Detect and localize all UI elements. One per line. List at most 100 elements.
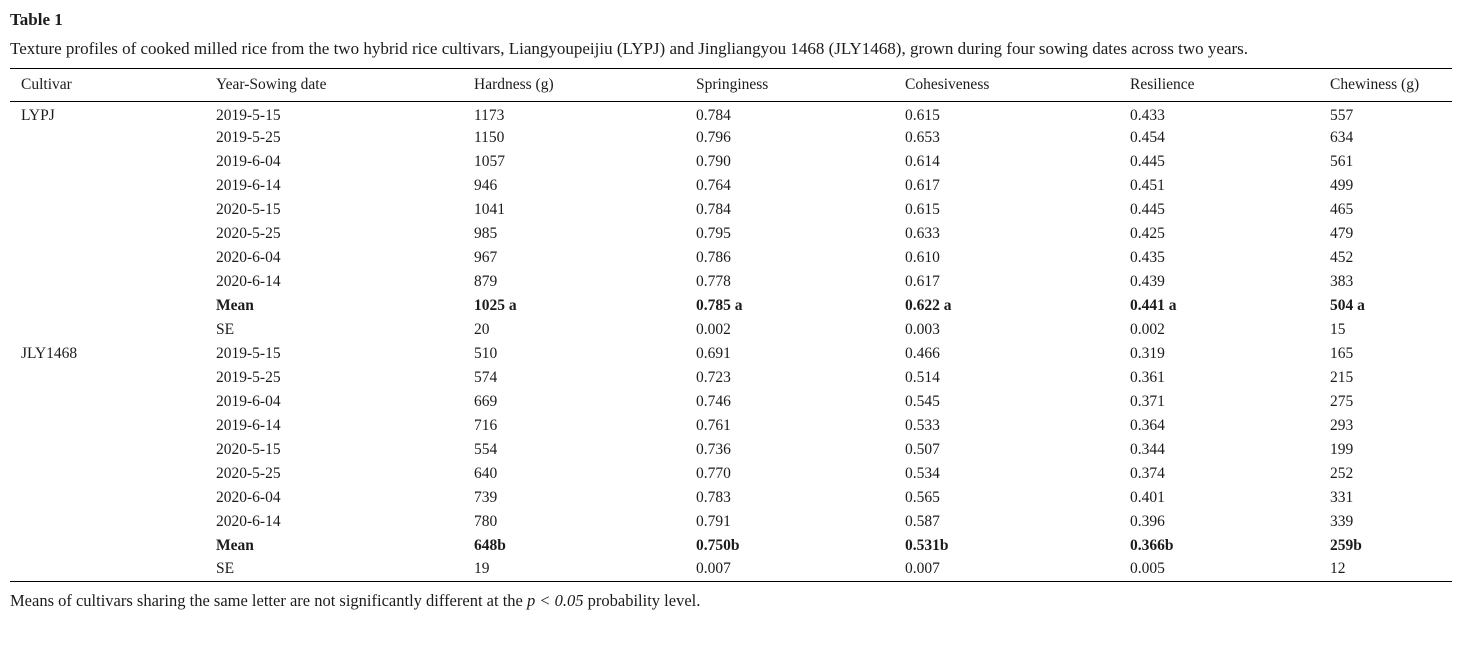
table-caption: Texture profiles of cooked milled rice f… xyxy=(10,39,1249,58)
column-header: Hardness (g) xyxy=(474,68,696,102)
table-cell: 19 xyxy=(474,560,490,578)
table-cell: 165 xyxy=(1330,344,1354,362)
table-row: 2019-6-14 946 0.764 0.617 0.451 499 xyxy=(10,174,1452,198)
table-cell xyxy=(10,486,216,510)
table-cell: 510 xyxy=(474,344,498,362)
table-cell: Mean xyxy=(216,296,254,314)
table-row: 2020-6-04 967 0.786 0.610 0.435 452 xyxy=(10,246,1452,270)
table-head: Cultivar Year-Sowing date Hardness (g) Spri… xyxy=(10,68,1452,102)
table-cell: 561 xyxy=(1330,152,1354,170)
table-cell: 0.396 xyxy=(1130,512,1165,530)
table-cell: 0.439 xyxy=(1130,272,1165,290)
table-cell: 0.785 a xyxy=(696,296,743,314)
table-cell xyxy=(10,558,216,582)
footnote-text-post: probability level. xyxy=(583,591,701,610)
table-cell: 0.007 xyxy=(905,560,940,578)
table-cell: 0.425 xyxy=(1130,224,1165,242)
table-cell: Mean xyxy=(216,536,254,554)
column-header: Year-Sowing date xyxy=(216,68,474,102)
table-cell: 0.778 xyxy=(696,272,731,290)
table-cell: 0.361 xyxy=(1130,368,1165,386)
table-cell: 259b xyxy=(1330,536,1362,554)
footnote-text-pre: Means of cultivars sharing the same lett… xyxy=(10,591,527,610)
table-cell: 879 xyxy=(474,272,498,290)
table-row: 2019-5-25 1150 0.796 0.653 0.454 634 xyxy=(10,126,1452,150)
column-header: Cultivar xyxy=(10,68,216,102)
table-row: 2020-5-15 554 0.736 0.507 0.344 199 xyxy=(10,438,1452,462)
table-cell: JLY1468 xyxy=(21,344,78,362)
table-cell xyxy=(10,174,216,198)
table-cell: 452 xyxy=(1330,248,1354,266)
table-cell: 12 xyxy=(1330,560,1346,578)
table-cell: 0.786 xyxy=(696,248,731,266)
table-cell: 0.445 xyxy=(1130,152,1165,170)
table-cell: 0.761 xyxy=(696,416,731,434)
table-cell: 2019-5-25 xyxy=(216,368,281,386)
table-cell: 0.433 xyxy=(1130,107,1165,125)
table-row: 2019-5-25 574 0.723 0.514 0.361 215 xyxy=(10,366,1452,390)
table-cell xyxy=(10,150,216,174)
table-cell: 1041 xyxy=(474,200,505,218)
table-cell: 0.790 xyxy=(696,152,731,170)
table-cell: 504 a xyxy=(1330,296,1365,314)
table-footnote: Means of cultivars sharing the same lett… xyxy=(10,590,1452,611)
table-row: 2020-6-14 879 0.778 0.617 0.439 383 xyxy=(10,270,1452,294)
table-cell: 557 xyxy=(1330,107,1354,125)
table-cell: 499 xyxy=(1330,176,1354,194)
table-cell: 0.401 xyxy=(1130,488,1165,506)
table-cell xyxy=(10,318,216,342)
column-header: Chewiness (g) xyxy=(1330,68,1452,102)
table-cell: 2020-5-25 xyxy=(216,224,281,242)
table-cell: 0.750b xyxy=(696,536,740,554)
table-cell: 2019-6-04 xyxy=(216,392,281,410)
table-cell: 293 xyxy=(1330,416,1354,434)
table-row: 2019-6-04 669 0.746 0.545 0.371 275 xyxy=(10,390,1452,414)
table-row: 2019-6-04 1057 0.790 0.614 0.445 561 xyxy=(10,150,1452,174)
table-cell: 0.795 xyxy=(696,224,731,242)
table-cell: 716 xyxy=(474,416,498,434)
table-cell: 0.587 xyxy=(905,512,940,530)
table-cell xyxy=(10,294,216,318)
table-cell: 2019-5-25 xyxy=(216,128,281,146)
table-cell: 0.514 xyxy=(905,368,940,386)
column-header: Springiness xyxy=(696,68,905,102)
table-body: LYPJ 2019-5-15 1173 0.784 0.615 0.433 557 2019-… xyxy=(10,102,1452,582)
table-cell: 215 xyxy=(1330,368,1354,386)
table-cell: 2020-5-15 xyxy=(216,200,281,218)
table-cell: 648b xyxy=(474,536,506,554)
table-cell: 252 xyxy=(1330,464,1354,482)
table-cell: 0.784 xyxy=(696,107,731,125)
table-cell xyxy=(10,414,216,438)
table-row: 2020-6-14 780 0.791 0.587 0.396 339 xyxy=(10,510,1452,534)
table-cell: 275 xyxy=(1330,392,1354,410)
table-cell: 0.534 xyxy=(905,464,940,482)
table-cell: 0.364 xyxy=(1130,416,1165,434)
table-cell: 780 xyxy=(474,512,498,530)
table-cell: 465 xyxy=(1330,200,1354,218)
table-cell: 0.366b xyxy=(1130,536,1174,554)
table-cell: 0.002 xyxy=(1130,320,1165,338)
table-cell: 0.565 xyxy=(905,488,940,506)
table-cell: 0.784 xyxy=(696,200,731,218)
table-cell: 985 xyxy=(474,224,498,242)
table-cell: 2020-6-04 xyxy=(216,248,281,266)
table-cell: 0.746 xyxy=(696,392,731,410)
table-cell: 634 xyxy=(1330,128,1354,146)
table-cell: 0.617 xyxy=(905,272,940,290)
table-cell: 2020-5-15 xyxy=(216,440,281,458)
table-cell: 0.796 xyxy=(696,128,731,146)
table-cell: 1025 a xyxy=(474,296,517,314)
table-cell: 2020-5-25 xyxy=(216,464,281,482)
table-cell xyxy=(10,126,216,150)
table-cell: 15 xyxy=(1330,320,1346,338)
table-cell xyxy=(10,390,216,414)
column-header: Resilience xyxy=(1130,68,1330,102)
table-cell xyxy=(10,270,216,294)
table-cell: 946 xyxy=(474,176,498,194)
table-row: 2020-5-15 1041 0.784 0.615 0.445 465 xyxy=(10,198,1452,222)
table-cell: 1057 xyxy=(474,152,505,170)
table-cell: 339 xyxy=(1330,512,1354,530)
table-cell: 967 xyxy=(474,248,498,266)
table-cell: 0.003 xyxy=(905,320,940,338)
table-row: SE 20 0.002 0.003 0.002 15 xyxy=(10,318,1452,342)
